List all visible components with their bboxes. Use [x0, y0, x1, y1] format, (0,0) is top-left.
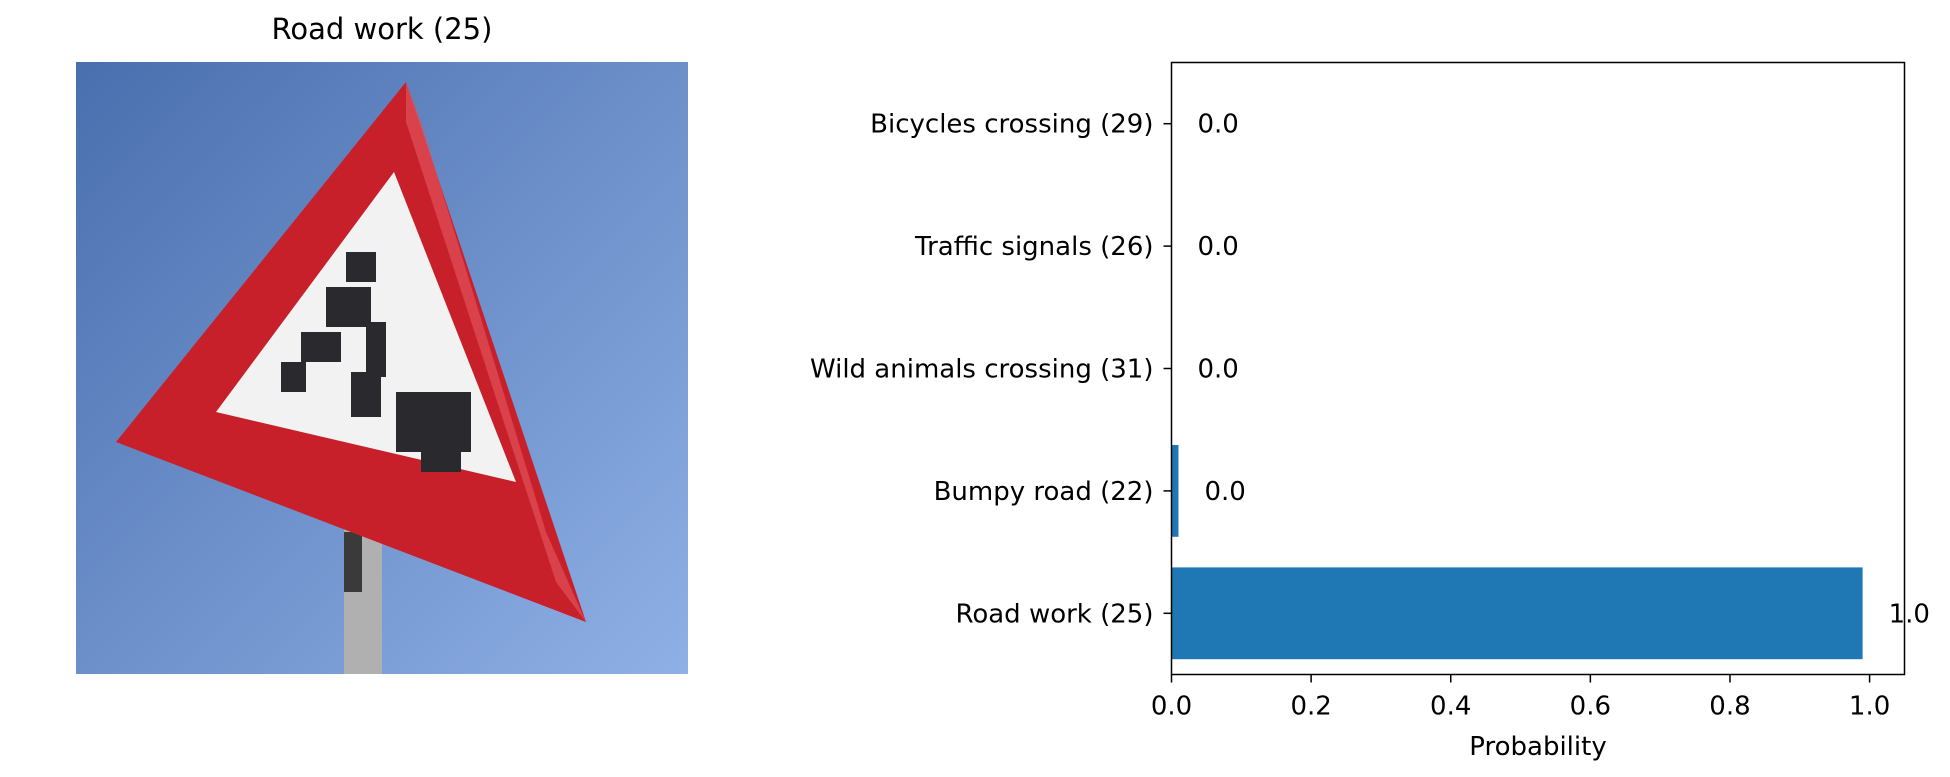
bar-0 [1171, 567, 1863, 660]
x-tick-label-0: 0.0 [1151, 692, 1192, 722]
value-label-0: 1.0 [1889, 599, 1930, 629]
value-label-1: 0.0 [1204, 477, 1245, 507]
y-tick-label-2: Wild animals crossing (31) [810, 355, 1154, 385]
x-tick-label-1: 0.2 [1290, 692, 1331, 722]
bars-layer [1171, 445, 1863, 660]
y-tick-label-4: Bicycles crossing (29) [870, 110, 1153, 140]
image-title: Road work (25) [271, 12, 493, 46]
traffic-sign-image [76, 62, 688, 674]
x-tick-label-2: 0.4 [1430, 692, 1471, 722]
y-tick-label-1: Bumpy road (22) [934, 477, 1154, 507]
y-ticks-layer: Road work (25) Bumpy road (22) Wild animal… [810, 110, 1172, 629]
value-label-3: 0.0 [1198, 232, 1239, 262]
value-label-2: 0.0 [1198, 355, 1239, 385]
x-axis-label: Probability [1469, 732, 1606, 762]
x-ticks-layer: 0.0 0.2 0.4 0.6 0.8 1.0 [1151, 674, 1890, 722]
y-tick-label-0: Road work (25) [955, 599, 1153, 629]
x-tick-label-5: 1.0 [1849, 692, 1890, 722]
value-label-4: 0.0 [1198, 110, 1239, 140]
x-tick-label-3: 0.6 [1570, 692, 1611, 722]
bar-1 [1171, 445, 1179, 537]
value-labels-layer: 1.0 0.0 0.0 0.0 0.0 [1198, 110, 1930, 630]
road-work-symbol [281, 252, 471, 472]
y-tick-label-3: Traffic signals (26) [914, 232, 1153, 262]
x-tick-label-4: 0.8 [1709, 692, 1750, 722]
